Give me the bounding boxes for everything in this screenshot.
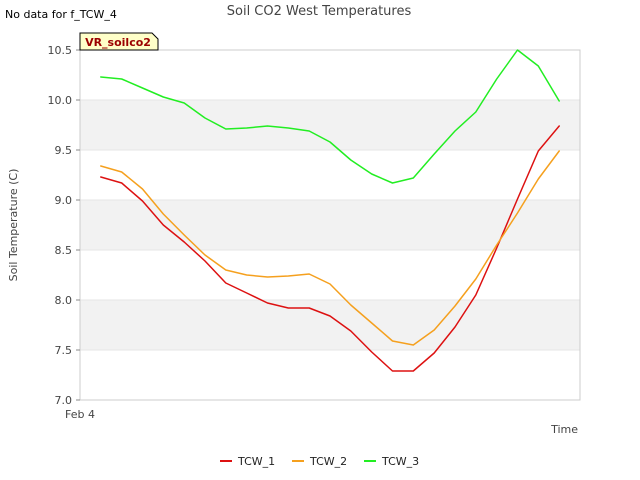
- series-line-tcw-2: [100, 150, 560, 346]
- chart-title: Soil CO2 West Temperatures: [227, 4, 412, 19]
- x-axis-label: Time: [550, 423, 578, 436]
- series-line-tcw-1: [100, 125, 560, 372]
- y-tick-label: 9.5: [55, 144, 73, 157]
- series-line-tcw-3: [100, 49, 560, 184]
- legend-label-tcw-1: TCW_1: [237, 455, 275, 468]
- grid-band: [80, 250, 580, 300]
- y-tick-label: 8.5: [55, 244, 73, 257]
- y-axis-ticks: 7.0 7.5 8.0 8.5 9.0 9.5 10.0 10.5: [48, 44, 80, 407]
- site-tag-label: VR_soilco2: [85, 36, 151, 49]
- grid-band: [80, 200, 580, 250]
- y-tick-label: 7.0: [55, 394, 73, 407]
- grid-band: [80, 350, 580, 400]
- legend-label-tcw-2: TCW_2: [309, 455, 347, 468]
- y-tick-label: 10.0: [48, 94, 73, 107]
- plot-area: [79, 49, 581, 401]
- y-axis-label: Soil Temperature (C): [7, 169, 20, 282]
- y-tick-label: 7.5: [55, 344, 73, 357]
- plot-background-bands: [80, 49, 580, 401]
- no-data-note: No data for f_TCW_4: [5, 8, 117, 21]
- series-lines: [100, 49, 560, 372]
- grid-band: [80, 50, 580, 100]
- site-tag: VR_soilco2: [79, 32, 159, 51]
- site-tag-box: [79, 32, 159, 51]
- grid-band: [80, 150, 580, 200]
- y-tick-label: 10.5: [48, 44, 73, 57]
- x-tick-label-feb-4: Feb 4: [65, 408, 95, 421]
- legend-label-tcw-3: TCW_3: [381, 455, 419, 468]
- y-tick-label: 9.0: [55, 194, 73, 207]
- y-tick-label: 8.0: [55, 294, 73, 307]
- grid-band: [80, 300, 580, 350]
- legend: TCW_1 TCW_2 TCW_3: [220, 455, 419, 468]
